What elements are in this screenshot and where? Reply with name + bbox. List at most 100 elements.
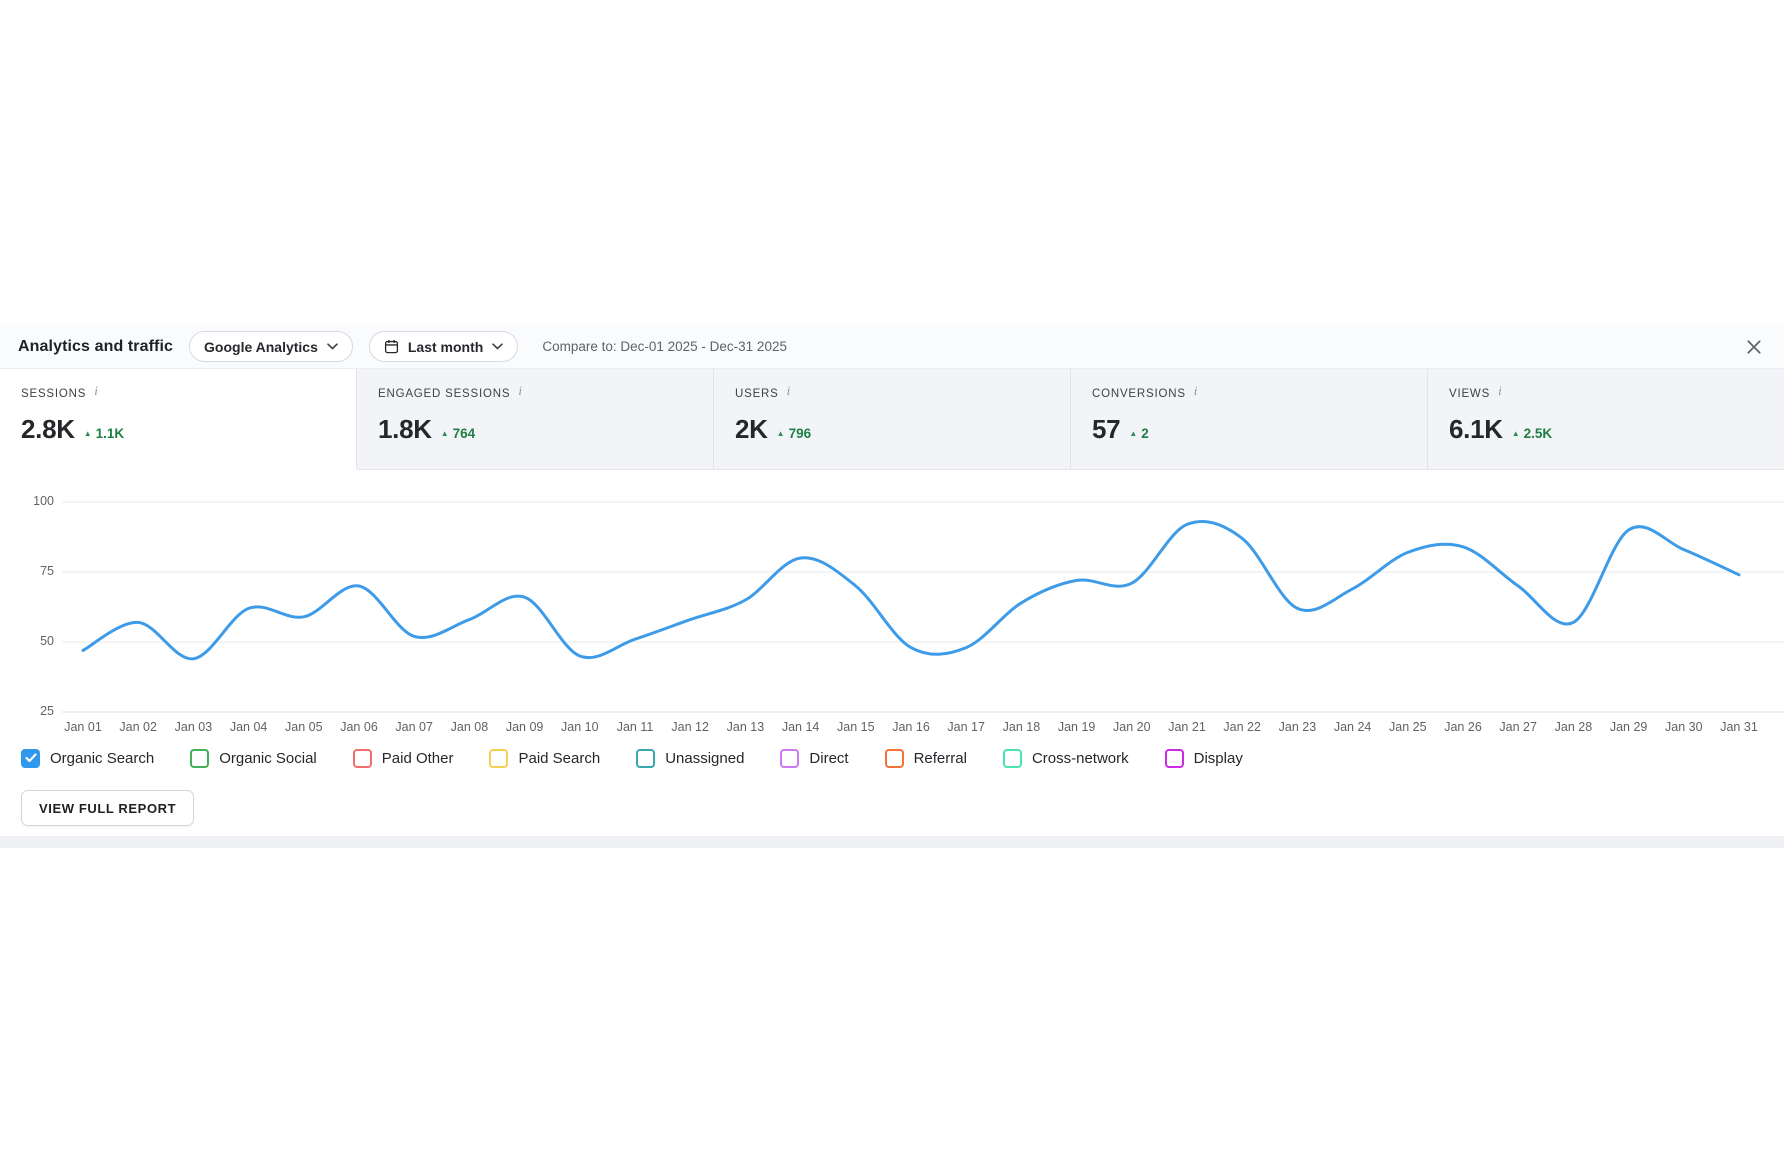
- info-icon: i: [518, 383, 522, 398]
- legend-label-paid-other: Paid Other: [381, 749, 454, 767]
- x-axis-tick: Jan 23: [1278, 720, 1317, 734]
- metric-delta: 2: [1141, 426, 1149, 441]
- chevron-down-icon: [327, 343, 338, 350]
- metric-value: 1.8K: [378, 414, 432, 444]
- metric-label: SESSIONS: [21, 388, 87, 400]
- legend-item-referral[interactable]: Referral: [884, 748, 967, 768]
- x-axis-tick: Jan 08: [450, 720, 489, 734]
- metric-label: VIEWS: [1449, 388, 1491, 400]
- x-axis-tick: Jan 29: [1609, 720, 1648, 734]
- delta-up-icon: ▲: [83, 429, 92, 438]
- checkbox-organic-social[interactable]: [190, 748, 210, 768]
- delta-up-icon: ▲: [1511, 429, 1520, 438]
- legend-item-direct[interactable]: Direct: [780, 748, 849, 768]
- x-axis-tick: Jan 31: [1720, 720, 1758, 734]
- checkbox-referral[interactable]: [884, 748, 904, 768]
- checkbox-paid-other[interactable]: [352, 748, 372, 768]
- x-axis-tick: Jan 19: [1057, 720, 1096, 734]
- delta-up-icon: ▲: [440, 429, 449, 438]
- legend-label-organic-search: Organic Search: [50, 749, 155, 767]
- y-axis-tick: 50: [40, 634, 54, 648]
- legend-item-organic-search[interactable]: Organic Search: [21, 748, 155, 768]
- legend-item-organic-social[interactable]: Organic Social: [190, 748, 317, 768]
- x-axis-tick: Jan 07: [395, 720, 433, 734]
- legend-item-unassigned[interactable]: Unassigned: [636, 748, 745, 768]
- x-axis-tick: Jan 05: [285, 720, 323, 734]
- close-icon: [1746, 339, 1762, 355]
- metric-delta: 796: [788, 426, 812, 441]
- panel-actions: VIEW FULL REPORT: [0, 778, 1784, 836]
- metric-tab-conversions[interactable]: CONVERSIONS i 57 ▲ 2: [1071, 369, 1428, 470]
- x-axis-tick: Jan 25: [1389, 720, 1427, 734]
- x-axis-tick: Jan 18: [1002, 720, 1041, 734]
- x-axis-tick: Jan 24: [1333, 720, 1372, 734]
- metric-tab-sessions[interactable]: SESSIONS i 2.8K ▲ 1.1K: [0, 369, 357, 470]
- x-axis-tick: Jan 22: [1223, 720, 1261, 734]
- checkbox-paid-search[interactable]: [489, 748, 509, 768]
- legend-label-display: Display: [1193, 749, 1243, 767]
- x-axis-tick: Jan 15: [837, 720, 875, 734]
- info-icon: i: [1498, 383, 1502, 398]
- metric-value: 2K: [735, 414, 768, 444]
- x-axis-tick: Jan 21: [1168, 720, 1206, 734]
- y-axis-tick: 100: [33, 494, 54, 508]
- panel-title: Analytics and traffic: [18, 337, 174, 355]
- x-axis-tick: Jan 13: [726, 720, 765, 734]
- x-axis-tick: Jan 26: [1444, 720, 1482, 734]
- checkbox-cross-network[interactable]: [1002, 748, 1022, 768]
- page-bottom-area: [0, 848, 1784, 1160]
- info-icon: i: [786, 383, 791, 398]
- metric-label: CONVERSIONS: [1092, 388, 1186, 400]
- date-range-label: Last month: [407, 338, 484, 355]
- metric-delta: 1.1K: [95, 426, 125, 441]
- analytics-panel: Analytics and traffic Google Analytics L…: [0, 325, 1784, 836]
- x-axis-tick: Jan 17: [947, 720, 985, 734]
- x-axis-tick: Jan 12: [671, 720, 709, 734]
- section-divider: [0, 836, 1784, 848]
- metric-tab-users[interactable]: USERS i 2K ▲ 796: [714, 369, 1071, 470]
- delta-up-icon: ▲: [1129, 429, 1138, 438]
- x-axis-tick: Jan 10: [561, 720, 599, 734]
- x-axis-tick: Jan 06: [340, 720, 378, 734]
- y-axis-tick: 75: [40, 564, 54, 578]
- metric-label: ENGAGED SESSIONS: [378, 388, 511, 400]
- date-range-dropdown[interactable]: Last month: [368, 331, 519, 362]
- legend-item-paid-search[interactable]: Paid Search: [489, 748, 600, 768]
- close-button[interactable]: [1742, 335, 1766, 359]
- x-axis-tick: Jan 03: [174, 720, 213, 734]
- metric-tab-engaged-sessions[interactable]: ENGAGED SESSIONS i 1.8K ▲ 764: [357, 369, 714, 470]
- x-axis-tick: Jan 27: [1499, 720, 1537, 734]
- panel-header: Analytics and traffic Google Analytics L…: [0, 325, 1784, 369]
- legend-label-cross-network: Cross-network: [1031, 749, 1129, 767]
- checkbox-display[interactable]: [1164, 748, 1184, 768]
- x-axis-tick: Jan 28: [1554, 720, 1593, 734]
- metric-value: 6.1K: [1449, 414, 1503, 444]
- calendar-icon: [384, 339, 399, 354]
- legend-item-paid-other[interactable]: Paid Other: [352, 748, 454, 768]
- source-dropdown[interactable]: Google Analytics: [189, 331, 353, 362]
- legend-item-display[interactable]: Display: [1164, 748, 1243, 768]
- x-axis-tick: Jan 01: [64, 720, 102, 734]
- compare-label: Compare to: Dec-01 2025 - Dec-31 2025: [542, 339, 787, 354]
- legend-label-unassigned: Unassigned: [665, 749, 745, 767]
- x-axis-tick: Jan 04: [229, 720, 268, 734]
- metric-label: USERS: [735, 388, 779, 400]
- metric-value: 2.8K: [21, 414, 75, 444]
- chart-canvas: [62, 501, 1784, 713]
- delta-up-icon: ▲: [776, 429, 785, 438]
- checkbox-unassigned[interactable]: [636, 748, 656, 768]
- checkbox-organic-search[interactable]: [21, 748, 40, 768]
- x-axis-tick: Jan 11: [616, 720, 654, 734]
- traffic-line-chart: 25 50 75 100 Jan 01 Jan 02 Jan 03 Jan 04 Jan 05 J…: [0, 470, 1784, 738]
- view-full-report-button[interactable]: VIEW FULL REPORT: [21, 790, 195, 826]
- x-axis-tick: Jan 14: [781, 720, 820, 734]
- metric-value: 57: [1092, 414, 1121, 444]
- legend-item-cross-network[interactable]: Cross-network: [1002, 748, 1129, 768]
- channel-legend: Organic Search Organic Social Paid Other Pa…: [0, 738, 1784, 778]
- x-axis-tick: Jan 16: [892, 720, 930, 734]
- metric-tab-views[interactable]: VIEWS i 6.1K ▲ 2.5K: [1428, 369, 1784, 470]
- x-axis-tick: Jan 30: [1665, 720, 1703, 734]
- source-dropdown-label: Google Analytics: [204, 338, 318, 355]
- checkbox-direct[interactable]: [780, 748, 800, 768]
- chevron-down-icon: [492, 343, 504, 350]
